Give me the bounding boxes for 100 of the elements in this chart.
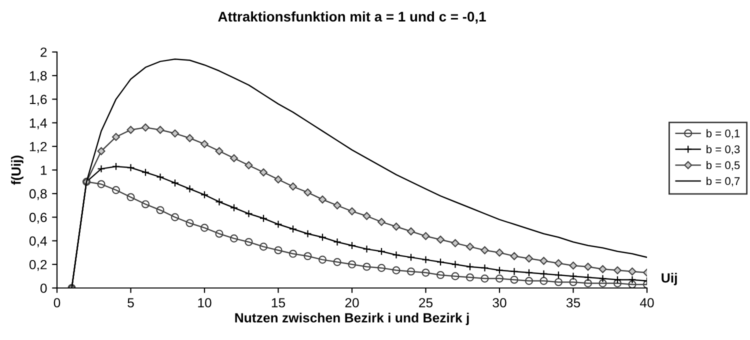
point — [186, 184, 194, 193]
point — [540, 276, 548, 285]
legend-label: b = 0,3 — [706, 145, 740, 155]
y-tick-label: 1,6 — [30, 94, 47, 106]
point — [304, 188, 312, 196]
point — [584, 262, 592, 271]
point — [569, 272, 578, 280]
point — [480, 246, 489, 254]
legend-label: b = 0,1 — [706, 129, 740, 139]
y-tick-label: 1,2 — [30, 142, 47, 153]
point — [141, 168, 150, 176]
point — [230, 234, 238, 242]
x-tick-label: 35 — [566, 298, 580, 308]
point — [362, 245, 371, 254]
point — [112, 186, 120, 194]
x-tick-label: 25 — [419, 298, 433, 308]
point — [141, 200, 150, 208]
point — [451, 272, 460, 280]
point — [348, 241, 356, 250]
point — [200, 140, 208, 148]
point — [540, 270, 548, 278]
x-tick-label: 20 — [345, 298, 359, 308]
point — [584, 279, 592, 288]
point — [170, 178, 180, 188]
point — [200, 190, 209, 199]
point — [274, 175, 282, 184]
point — [97, 180, 106, 188]
point — [613, 279, 622, 288]
point — [244, 238, 253, 246]
point — [451, 260, 460, 268]
text: Uij — [662, 272, 677, 286]
point — [436, 236, 444, 244]
point — [244, 210, 253, 218]
point — [495, 274, 504, 283]
x-tick-label: 40 — [640, 298, 654, 308]
point — [244, 161, 253, 170]
point — [436, 258, 445, 266]
x-tick-label: 30 — [492, 298, 506, 308]
point — [348, 260, 356, 268]
y-tick-label: 0,6 — [29, 212, 47, 224]
point — [628, 280, 636, 288]
x-tick-label: 10 — [198, 298, 212, 308]
point — [554, 259, 562, 268]
point — [422, 268, 430, 277]
y-tick-label: 0,8 — [29, 189, 47, 200]
point — [584, 273, 592, 282]
point — [156, 126, 164, 134]
point — [186, 134, 194, 142]
point — [540, 256, 548, 265]
point — [156, 206, 164, 214]
point — [230, 204, 238, 212]
point — [392, 222, 400, 231]
point — [392, 250, 400, 259]
point — [480, 264, 489, 272]
point — [628, 276, 636, 284]
point — [554, 270, 563, 280]
point — [569, 278, 578, 286]
point — [466, 262, 474, 271]
point — [170, 213, 180, 222]
point — [495, 266, 504, 274]
point — [613, 276, 622, 284]
point — [377, 264, 386, 272]
point — [510, 276, 518, 284]
point — [436, 270, 445, 280]
point — [259, 242, 268, 251]
point — [510, 267, 518, 276]
point — [126, 126, 135, 134]
point — [215, 147, 224, 156]
point — [112, 162, 120, 170]
point — [598, 274, 607, 283]
point — [524, 276, 534, 285]
point — [407, 227, 415, 236]
point — [186, 219, 194, 228]
point — [496, 248, 504, 257]
point — [288, 224, 298, 234]
point — [524, 268, 534, 277]
point — [598, 279, 607, 288]
y-tick-label: 0 — [40, 284, 47, 293]
point — [451, 239, 460, 248]
point — [259, 214, 268, 222]
point — [288, 250, 298, 258]
point — [230, 154, 238, 162]
point — [260, 168, 268, 176]
legend-label: b = 0,5 — [706, 160, 740, 170]
point — [333, 238, 342, 246]
y-tick-label: 2 — [40, 48, 47, 57]
point — [215, 198, 224, 206]
y-tick-label: 0,2 — [29, 260, 47, 271]
point — [392, 266, 400, 274]
y-tick-label: 1,8 — [30, 71, 47, 82]
y-tick-label: 0,4 — [29, 236, 47, 248]
point — [377, 247, 386, 256]
legend-label: b = 0,7 — [706, 176, 740, 186]
x-tick-label: 5 — [128, 298, 134, 308]
point — [348, 207, 356, 216]
point — [304, 252, 312, 260]
point — [569, 262, 578, 270]
point — [510, 252, 518, 260]
point — [362, 262, 371, 271]
point — [97, 164, 106, 173]
